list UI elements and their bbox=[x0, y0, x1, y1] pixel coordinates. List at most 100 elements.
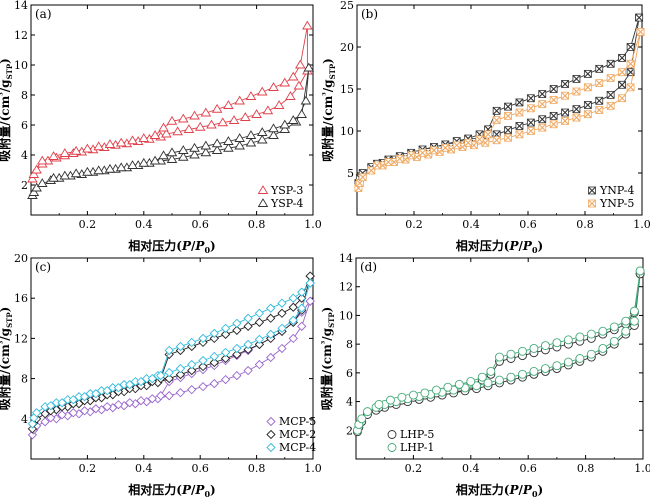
data-point bbox=[177, 113, 189, 123]
x-axis-label-sub: 0 bbox=[204, 489, 210, 499]
data-point bbox=[256, 127, 268, 136]
data-point bbox=[46, 406, 56, 416]
data-point bbox=[515, 98, 524, 107]
data-point bbox=[492, 136, 501, 145]
data-point bbox=[104, 139, 116, 148]
data-point bbox=[418, 148, 427, 157]
x-axis-label-var: P bbox=[194, 239, 205, 253]
data-point bbox=[172, 126, 183, 136]
data-point bbox=[296, 109, 308, 118]
data-point-cross bbox=[358, 173, 367, 182]
data-point bbox=[177, 151, 189, 161]
data-point bbox=[268, 123, 279, 133]
data-point bbox=[262, 105, 274, 115]
x-tick-label: 0.6 bbox=[191, 218, 209, 231]
x-tick-label: 0.6 bbox=[519, 462, 537, 475]
legend-marker bbox=[266, 442, 276, 453]
data-point bbox=[441, 143, 450, 152]
data-point-cross bbox=[595, 79, 604, 88]
x-tick-label: 0.4 bbox=[462, 462, 480, 475]
y-tick-label: 5 bbox=[347, 167, 354, 180]
data-point-cross bbox=[515, 122, 524, 130]
y-axis-label: 吸附量/(cm³/gSTP) bbox=[0, 58, 14, 162]
x-axis-label-text: 相对压力( bbox=[456, 482, 510, 497]
x-tick-label: 1.0 bbox=[633, 218, 650, 231]
data-point bbox=[175, 363, 186, 374]
y-axis-label-sup: ³ bbox=[319, 340, 329, 344]
data-point-cross bbox=[538, 90, 547, 98]
x-tick-label: 0.2 bbox=[405, 462, 423, 475]
data-point bbox=[492, 116, 501, 124]
data-point bbox=[373, 161, 381, 170]
data-point bbox=[572, 105, 581, 114]
data-point bbox=[147, 373, 157, 384]
data-point bbox=[629, 306, 639, 316]
data-point-cross bbox=[384, 158, 393, 166]
data-point-cross bbox=[549, 96, 558, 104]
x-axis-label-close: ) bbox=[210, 483, 216, 497]
data-point bbox=[243, 321, 253, 331]
data-point-cross bbox=[418, 148, 427, 157]
data-point bbox=[268, 82, 279, 91]
data-point-cross bbox=[549, 111, 558, 120]
data-point bbox=[606, 59, 615, 68]
data-point bbox=[46, 401, 56, 411]
data-point bbox=[572, 87, 581, 96]
data-point-cross bbox=[618, 54, 626, 62]
data-point bbox=[254, 317, 265, 327]
data-point-cross bbox=[430, 146, 438, 155]
data-point bbox=[245, 137, 257, 147]
data-point bbox=[374, 399, 384, 409]
data-point-cross bbox=[561, 108, 569, 117]
data-point bbox=[175, 369, 186, 380]
data-point bbox=[635, 13, 644, 22]
y-axis-label-close: ) bbox=[321, 58, 335, 64]
data-point bbox=[127, 160, 138, 169]
data-point bbox=[561, 117, 569, 125]
data-point bbox=[243, 339, 253, 350]
data-point bbox=[32, 408, 42, 418]
data-point bbox=[79, 406, 90, 416]
data-point bbox=[595, 96, 604, 105]
data-point bbox=[504, 133, 512, 142]
data-point bbox=[158, 122, 169, 132]
data-point bbox=[300, 95, 312, 105]
x-axis-label-sub: 0 bbox=[532, 245, 538, 255]
data-point bbox=[629, 316, 639, 326]
y-axis-label-sub: STP bbox=[327, 312, 336, 328]
data-point bbox=[223, 100, 234, 109]
data-point bbox=[243, 365, 253, 376]
data-point-cross bbox=[606, 90, 615, 99]
data-point bbox=[572, 113, 581, 122]
data-point-cross bbox=[526, 104, 535, 113]
data-point bbox=[234, 133, 245, 142]
y-axis-label-sub: STP bbox=[5, 63, 14, 79]
data-point bbox=[549, 96, 558, 104]
data-point bbox=[288, 293, 298, 303]
data-point bbox=[563, 357, 573, 367]
data-point bbox=[618, 80, 626, 89]
x-axis-label: 相对压力(P/P0) bbox=[456, 482, 543, 499]
data-point bbox=[268, 130, 279, 139]
data-point bbox=[618, 94, 626, 103]
x-tick-label: 0.6 bbox=[191, 462, 209, 475]
data-point bbox=[297, 287, 307, 297]
data-point bbox=[243, 313, 253, 323]
data-point bbox=[595, 79, 604, 88]
data-point-cross bbox=[492, 136, 501, 145]
x-tick-label: 0.8 bbox=[248, 218, 266, 231]
y-tick-label: 16 bbox=[14, 292, 28, 305]
data-point-cross bbox=[515, 130, 524, 139]
y-tick-label: 6 bbox=[21, 119, 28, 132]
data-point bbox=[506, 349, 516, 359]
data-point-cross bbox=[407, 151, 416, 160]
data-point bbox=[277, 308, 287, 318]
data-point bbox=[245, 91, 257, 100]
series-YSP-3 bbox=[27, 20, 313, 183]
legend-marker bbox=[387, 443, 397, 452]
y-axis-label-sub: STP bbox=[5, 312, 14, 328]
data-point bbox=[104, 163, 116, 173]
y-axis-label-sup: ³ bbox=[0, 340, 7, 344]
